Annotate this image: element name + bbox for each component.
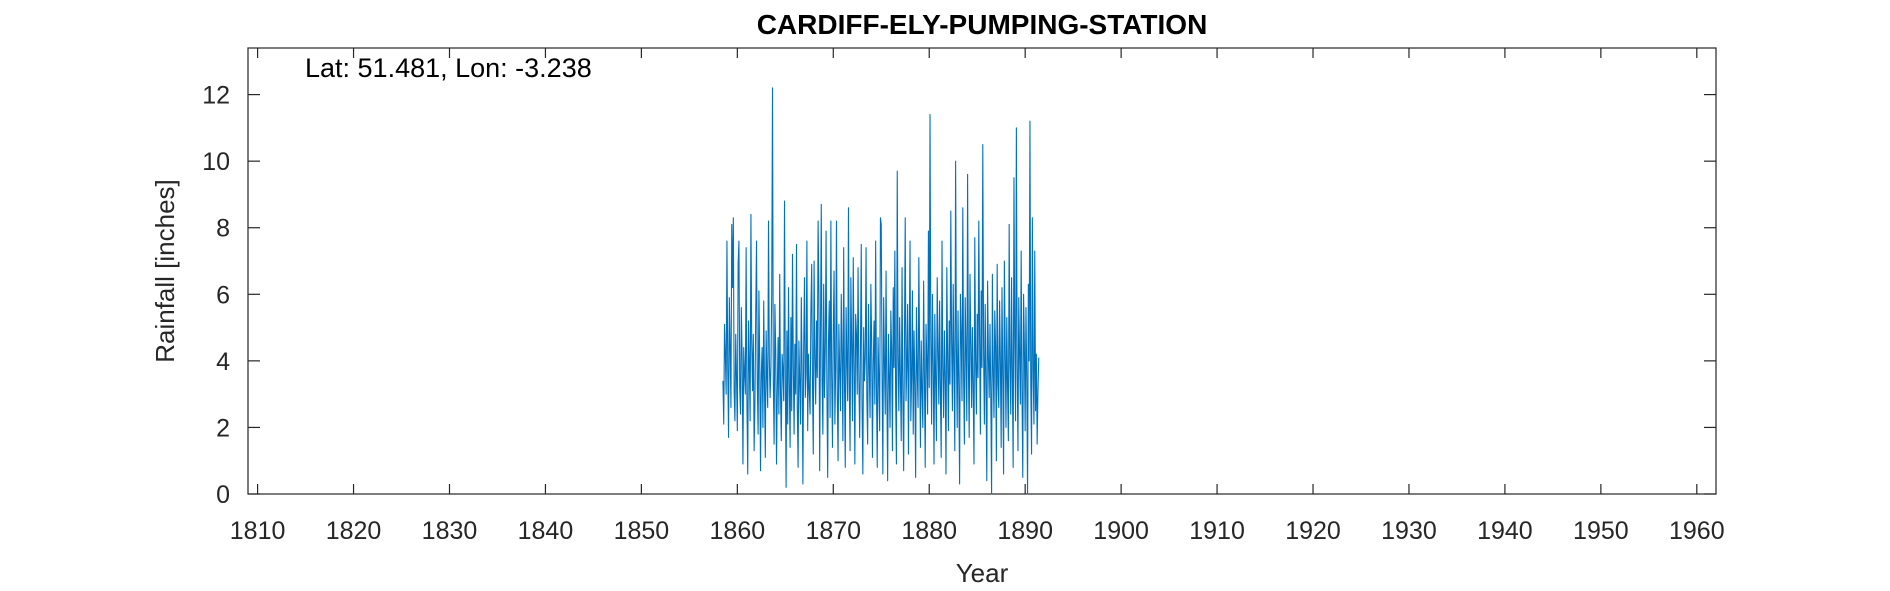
x-tick-label: 1850 bbox=[614, 517, 670, 545]
x-tick-label: 1930 bbox=[1381, 517, 1437, 545]
y-axis-ticks: 0 2 4 6 8 10 12 bbox=[202, 82, 1716, 509]
x-tick-label: 1880 bbox=[901, 517, 957, 545]
plot-area bbox=[247, 47, 1717, 495]
x-axis-label: Year bbox=[956, 558, 1009, 588]
y-tick-label: 6 bbox=[216, 281, 230, 309]
y-tick-label: 2 bbox=[216, 414, 230, 442]
y-tick-label: 12 bbox=[202, 82, 230, 110]
axes-frame bbox=[247, 47, 1717, 495]
x-tick-label: 1920 bbox=[1285, 517, 1341, 545]
x-tick-label: 1950 bbox=[1573, 517, 1629, 545]
x-tick-label: 1900 bbox=[1093, 517, 1149, 545]
y-tick-label: 8 bbox=[216, 215, 230, 243]
y-axis-label: Rainfall [inches] bbox=[150, 179, 180, 363]
x-tick-label: 1870 bbox=[805, 517, 861, 545]
rainfall-series-line bbox=[722, 87, 1040, 495]
x-tick-label: 1910 bbox=[1189, 517, 1245, 545]
x-tick-label: 1860 bbox=[710, 517, 766, 545]
x-axis-ticks: 1810 1820 1830 1840 1850 1860 1870 1880 1890 1900… bbox=[230, 48, 1725, 545]
chart-title: CARDIFF-ELY-PUMPING-STATION bbox=[757, 9, 1208, 40]
y-tick-label: 10 bbox=[202, 148, 230, 176]
x-tick-label: 1960 bbox=[1669, 517, 1725, 545]
y-tick-label: 4 bbox=[216, 348, 230, 376]
location-annotation: Lat: 51.481, Lon: -3.238 bbox=[305, 53, 592, 83]
x-tick-label: 1940 bbox=[1477, 517, 1533, 545]
x-tick-label: 1890 bbox=[997, 517, 1053, 545]
y-tick-label: 0 bbox=[216, 481, 230, 509]
x-tick-label: 1810 bbox=[230, 517, 286, 545]
x-tick-label: 1840 bbox=[518, 517, 574, 545]
x-tick-label: 1820 bbox=[326, 517, 382, 545]
x-tick-label: 1830 bbox=[422, 517, 478, 545]
